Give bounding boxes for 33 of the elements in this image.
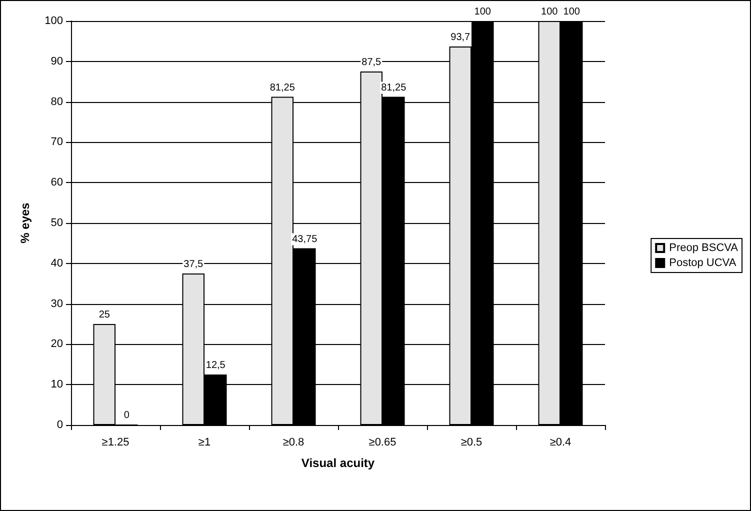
x-tick-label: ≥0.65 <box>368 436 396 448</box>
x-tick-label: ≥1 <box>198 436 211 448</box>
data-label: 93,7 <box>450 32 471 43</box>
x-axis-title: Visual acuity <box>301 456 375 470</box>
y-tick-label: 20 <box>50 338 63 350</box>
y-axis-title: % eyes <box>18 202 32 244</box>
data-label: 43,75 <box>292 234 318 245</box>
y-tick-label: 0 <box>56 419 63 431</box>
y-tick-label: 30 <box>50 298 63 310</box>
y-tick-label: 40 <box>50 257 63 270</box>
x-tick-label: ≥1.25 <box>102 436 130 448</box>
data-label: 81,25 <box>270 82 296 94</box>
legend-label: Preop BSCVA <box>669 242 739 254</box>
legend-label: Postop UCVA <box>669 257 737 269</box>
data-label: 100 <box>563 6 580 18</box>
data-label: 100 <box>474 6 492 18</box>
data-label: 25 <box>98 310 110 320</box>
data-label: 12,5 <box>206 360 226 371</box>
x-tick-label: ≥0.5 <box>460 436 482 448</box>
data-label: 81,25 <box>381 82 407 94</box>
y-tick-label: 70 <box>50 136 63 148</box>
y-tick-label: 50 <box>50 217 63 229</box>
y-tick-label: 60 <box>50 176 63 189</box>
data-label: 87,5 <box>362 57 382 68</box>
data-label: 100 <box>541 6 558 18</box>
y-tick-label: 90 <box>50 55 63 68</box>
data-label: 0 <box>124 410 130 421</box>
x-tick-label: ≥0.4 <box>550 436 572 448</box>
y-tick-label: 80 <box>50 96 63 108</box>
x-tick-label: ≥0.8 <box>282 436 304 448</box>
data-label: 37,5 <box>184 259 204 270</box>
y-tick-label: 10 <box>50 378 63 391</box>
y-tick-label: 100 <box>44 15 63 27</box>
